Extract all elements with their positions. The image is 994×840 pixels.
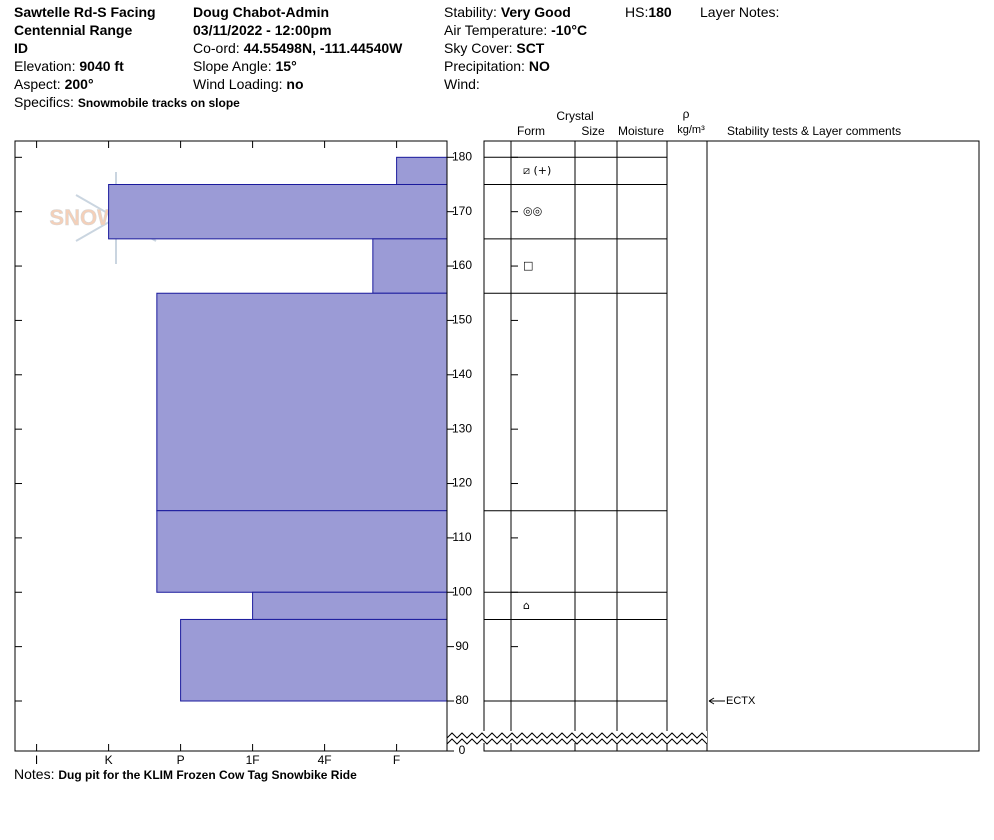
value: NO <box>528 58 550 74</box>
y-tick-label: 110 <box>452 530 471 544</box>
value: 44.55498N, -111.44540W <box>243 40 403 56</box>
wind: Wind: <box>444 75 587 93</box>
grain-form: ◎◎ <box>523 205 542 218</box>
hs: HS:180 <box>625 3 672 21</box>
label: Specifics: <box>14 94 74 110</box>
label: Wind Loading: <box>193 76 283 92</box>
axis-break <box>446 738 708 745</box>
hardness-bar <box>372 238 448 294</box>
hardness-bar <box>156 292 448 512</box>
test-arrow <box>708 697 725 705</box>
label: Notes: <box>14 766 55 782</box>
value: Very Good <box>500 4 571 20</box>
y-tick-label: 160 <box>452 258 472 272</box>
label: Slope Angle: <box>193 58 272 74</box>
value: 9040 ft <box>79 58 124 74</box>
hardness-bar <box>108 183 448 240</box>
hardness-frame <box>14 140 448 752</box>
axis-break <box>446 732 708 739</box>
value: 180 <box>648 4 672 20</box>
value: 15° <box>275 58 297 74</box>
column-header: Moisture <box>618 124 664 138</box>
hardness-bar <box>252 591 448 620</box>
slope-angle: Slope Angle: 15° <box>193 57 402 75</box>
grain-form: ⧄ (+) <box>523 164 551 177</box>
y-tick-label: 90 <box>455 639 469 653</box>
location-block: Sawtelle Rd-S Facing Centennial Range ID… <box>14 3 240 112</box>
value: Snowmobile tracks on slope <box>77 96 240 110</box>
location: Centennial Range <box>14 22 133 38</box>
observer-block: Doug Chabot-Admin 03/11/2022 - 12:00pm C… <box>193 3 402 93</box>
elevation: Elevation: 9040 ft <box>14 57 240 75</box>
label: Precipitation: <box>444 58 525 74</box>
label: Elevation: <box>14 58 76 74</box>
stability: Stability: Very Good <box>444 3 587 21</box>
stability-test: ECTX <box>726 695 756 707</box>
wind-loading: Wind Loading: no <box>193 75 402 93</box>
column-header: Crystal <box>556 109 593 123</box>
hardness-bar <box>156 510 448 593</box>
conditions-block: Stability: Very Good Air Temperature: -1… <box>444 3 587 93</box>
grain-form: □ <box>523 259 533 272</box>
x-tick-label: 1F <box>246 753 260 767</box>
value: 200° <box>64 76 94 92</box>
y-tick-label: 130 <box>452 421 472 435</box>
y-tick-label: 80 <box>455 693 469 707</box>
column-header: ρ <box>683 107 690 121</box>
coord: Co-ord: 44.55498N, -111.44540W <box>193 39 402 57</box>
x-tick-label: 4F <box>318 753 332 767</box>
air-temperature: Air Temperature: -10°C <box>444 21 587 39</box>
y-tick-label: 150 <box>452 313 472 327</box>
precipitation: Precipitation: NO <box>444 57 587 75</box>
location: ID <box>14 40 28 56</box>
label: Wind: <box>444 76 480 92</box>
label: Air Temperature: <box>444 22 548 38</box>
label: Aspect: <box>14 76 61 92</box>
column-header: Stability tests & Layer comments <box>727 124 901 138</box>
value: no <box>286 76 304 92</box>
y-tick-label: 0 <box>459 743 466 757</box>
y-tick-label: 180 <box>452 149 472 163</box>
label: Co-ord: <box>193 40 240 56</box>
value: Dug pit for the KLIM Frozen Cow Tag Snow… <box>58 768 357 782</box>
y-tick-label: 120 <box>452 476 472 490</box>
column-header: Size <box>581 124 605 138</box>
hardness-bar <box>180 618 448 702</box>
specifics: Specifics: Snowmobile tracks on slope <box>14 93 240 112</box>
label: Stability: <box>444 4 497 20</box>
layer-notes: Layer Notes: <box>700 3 779 21</box>
column-header: kg/m³ <box>677 124 705 136</box>
table-frame <box>483 140 980 752</box>
y-tick-label: 100 <box>452 584 472 598</box>
hardness-bar <box>396 156 448 185</box>
x-tick-label: F <box>393 753 400 767</box>
column-header: Form <box>517 124 545 138</box>
x-tick-label: I <box>35 753 38 767</box>
notes: Notes: Dug pit for the KLIM Frozen Cow T… <box>14 765 357 784</box>
sky-cover: Sky Cover: SCT <box>444 39 587 57</box>
x-tick-label: P <box>177 753 185 767</box>
value: -10°C <box>551 22 588 38</box>
y-tick-label: 140 <box>452 367 472 381</box>
x-tick-label: K <box>105 753 113 767</box>
aspect: Aspect: 200° <box>14 75 240 93</box>
datetime: 03/11/2022 - 12:00pm <box>193 22 332 38</box>
y-tick-label: 170 <box>452 204 472 218</box>
value: SCT <box>516 40 545 56</box>
observer: Doug Chabot-Admin <box>193 4 330 20</box>
label: Layer Notes: <box>700 4 780 20</box>
label: HS: <box>625 4 649 20</box>
location: Sawtelle Rd-S Facing <box>14 4 156 20</box>
grain-form: ⌂ <box>523 599 530 612</box>
label: Sky Cover: <box>444 40 513 56</box>
